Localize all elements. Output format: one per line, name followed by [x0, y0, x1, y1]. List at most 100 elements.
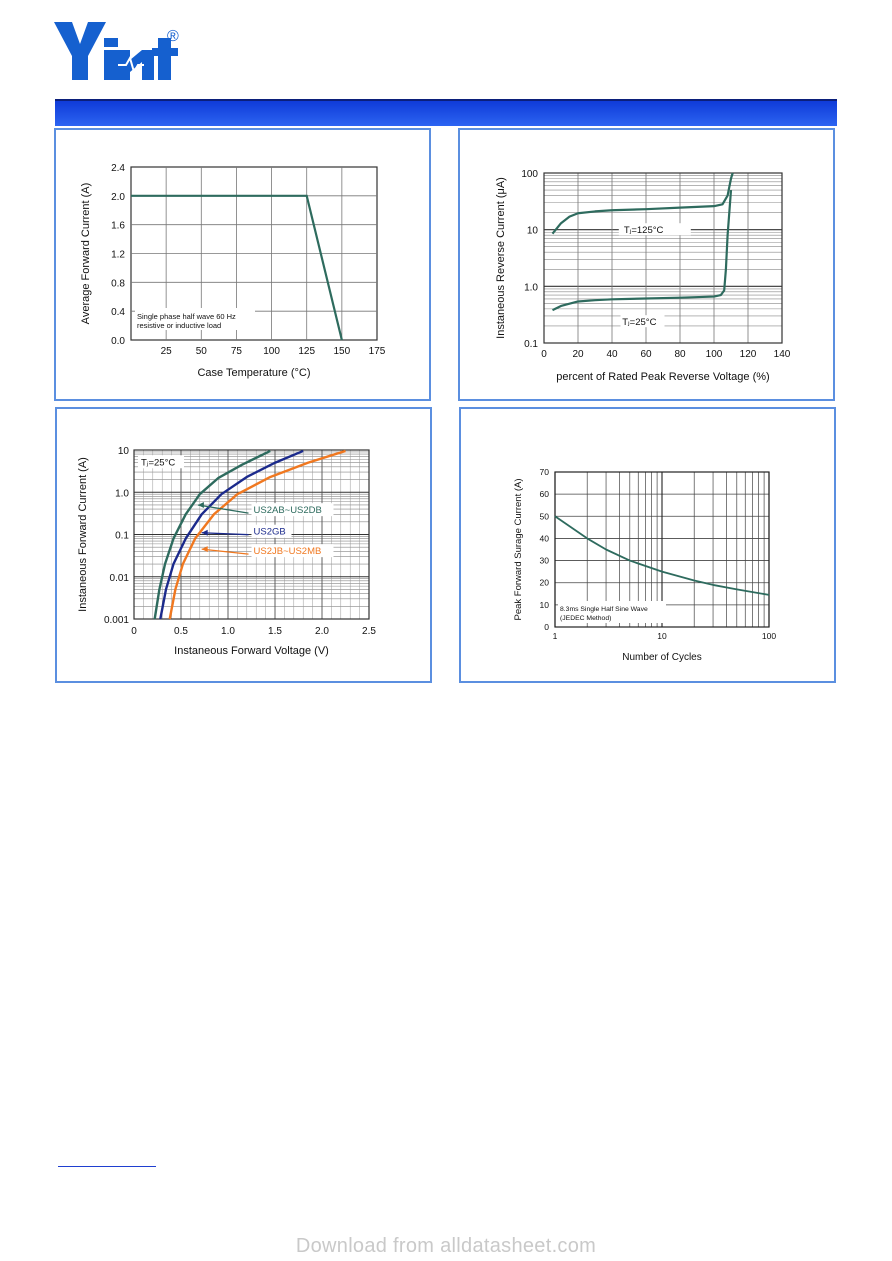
y-tick-label: 30 — [540, 556, 550, 566]
x-tick-label: 1 — [553, 631, 558, 641]
x-tick-label: 0 — [541, 349, 547, 360]
header-band — [55, 99, 837, 126]
x-tick-label: 120 — [740, 349, 757, 360]
footer-link-underline[interactable] — [58, 1166, 156, 1167]
note-line: 8.3ms Single Half Sine Wave — [560, 606, 648, 613]
label-arrowhead — [197, 501, 204, 508]
note-background — [558, 601, 666, 623]
series-label: US2AB~US2DB — [254, 505, 322, 516]
x-tick-label: 10 — [657, 631, 667, 641]
x-axis-label: Case Temperature (°C) — [197, 367, 310, 379]
y-tick-label: 1.6 — [111, 221, 125, 232]
x-tick-label: 100 — [263, 346, 280, 357]
y-tick-label: 0.1 — [115, 531, 129, 542]
reverse-chart-svg: 0.1 1.0 10 100 0 20 40 60 80 100 120 140 percent of … — [495, 169, 791, 383]
y-tick-label: 2.4 — [111, 163, 125, 174]
note-line: resistive or inductive load — [137, 321, 221, 330]
registered-mark: ® — [167, 28, 179, 45]
x-tick-label: 20 — [572, 349, 584, 360]
series-label-bg — [251, 503, 334, 517]
chart-forward-characteristics: 0.001 0.01 0.1 1.0 10 0 0.5 1.0 1.5 2.0 2.5 Instane… — [55, 407, 432, 683]
series-line — [551, 172, 734, 235]
y-tick-label: 60 — [540, 489, 550, 499]
y-tick-label: 20 — [540, 578, 550, 588]
x-tick-label: 1.0 — [221, 626, 235, 637]
temp-label: Tⱼ=25°C — [141, 457, 175, 468]
series-label: US2GB — [254, 527, 286, 538]
series-line — [153, 449, 271, 620]
plot-frame — [554, 471, 770, 628]
label-arrowhead — [201, 529, 208, 536]
series-label-bg — [620, 315, 665, 328]
y-tick-label: 1.0 — [115, 488, 129, 499]
y-tick-label: 0.8 — [111, 278, 125, 289]
yint-logo: ® — [52, 18, 187, 84]
plot-frame — [543, 172, 783, 344]
series-line — [159, 449, 304, 620]
y-tick-label: 40 — [540, 533, 550, 543]
x-axis-label: percent of Rated Peak Reverse Voltage (%… — [556, 371, 769, 383]
surge-chart-svg: 0 10 20 30 40 50 60 70 1 10 100 Number of Cycles Pea… — [513, 467, 776, 663]
note-line: (JEDEC Method) — [560, 615, 611, 622]
chart-reverse-current: 0.1 1.0 10 100 0 20 40 60 80 100 120 140 percent of … — [458, 128, 835, 401]
x-tick-label: 60 — [640, 349, 652, 360]
x-tick-label: 1.5 — [268, 626, 282, 637]
label-arrow — [201, 548, 249, 555]
y-tick-label: 1.0 — [524, 282, 538, 293]
y-tick-label: 1.2 — [111, 250, 125, 261]
label-arrow — [197, 504, 249, 514]
x-tick-label: 150 — [334, 346, 351, 357]
x-axis-label: Number of Cycles — [622, 652, 701, 663]
series-line — [552, 189, 733, 312]
y-tick-label: 0 — [544, 622, 549, 632]
x-tick-label: 40 — [606, 349, 618, 360]
y-tick-label: 0.4 — [111, 307, 125, 318]
x-tick-label: 0 — [131, 626, 137, 637]
note-line: Single phase half wave 60 Hz — [137, 312, 236, 321]
series-label-bg — [618, 223, 691, 236]
chart-surge-current: 0 10 20 30 40 50 60 70 1 10 100 Number of Cycles Pea… — [459, 407, 836, 683]
y-axis-label: Instaneous Forward Current (A) — [77, 457, 89, 612]
surge-curve — [554, 515, 770, 596]
plot-frame — [133, 449, 370, 620]
x-tick-label: 2.5 — [362, 626, 376, 637]
x-tick-label: 140 — [774, 349, 791, 360]
x-tick-label: 2.0 — [315, 626, 329, 637]
x-tick-label: 125 — [298, 346, 315, 357]
x-tick-label: 0.5 — [174, 626, 188, 637]
y-tick-label: 2.0 — [111, 192, 125, 203]
watermark: Download from alldatasheet.com — [295, 1235, 597, 1257]
derating-chart-svg: 0.0 0.4 0.8 1.2 1.6 2.0 2.4 25 50 75 100 125 150 175 C… — [80, 163, 386, 379]
series-line — [168, 449, 346, 620]
y-tick-label: 0.001 — [104, 615, 129, 626]
y-tick-label: 10 — [527, 226, 539, 237]
x-axis-label: Instaneous Forward Voltage (V) — [174, 645, 329, 657]
x-tick-label: 100 — [706, 349, 723, 360]
y-tick-label: 100 — [521, 169, 538, 180]
series-label: Tⱼ=125°C — [624, 225, 664, 236]
y-tick-label: 50 — [540, 511, 550, 521]
y-tick-label: 0.0 — [111, 336, 125, 347]
series-label: Tⱼ=25°C — [622, 317, 656, 328]
y-tick-label: 70 — [540, 467, 550, 477]
series-label-bg — [251, 544, 334, 558]
y-tick-label: 10 — [540, 600, 550, 610]
temp-label-bg — [138, 455, 184, 469]
label-arrowhead — [201, 546, 208, 553]
forward-chart-svg: 0.001 0.01 0.1 1.0 10 0 0.5 1.0 1.5 2.0 2.5 Instane… — [77, 446, 376, 657]
y-axis-label: Instaneous Reverse Current (μA) — [495, 177, 507, 339]
note-background — [135, 308, 255, 330]
label-arrow — [201, 532, 249, 536]
series-label: US2JB~US2MB — [254, 546, 322, 557]
derating-curve — [131, 194, 343, 341]
x-tick-label: 100 — [762, 631, 776, 641]
y-tick-label: 10 — [118, 446, 130, 457]
chart-derating: 0.0 0.4 0.8 1.2 1.6 2.0 2.4 25 50 75 100 125 150 175 C… — [54, 128, 431, 401]
x-tick-label: 50 — [196, 346, 208, 357]
y-axis-label: Average Forward Current (A) — [80, 183, 92, 325]
x-tick-label: 175 — [369, 346, 386, 357]
y-tick-label: 0.01 — [110, 573, 130, 584]
x-tick-label: 80 — [674, 349, 686, 360]
y-tick-label: 0.1 — [524, 339, 538, 350]
y-axis-label: Peak Forward Surage Current (A) — [513, 478, 524, 620]
